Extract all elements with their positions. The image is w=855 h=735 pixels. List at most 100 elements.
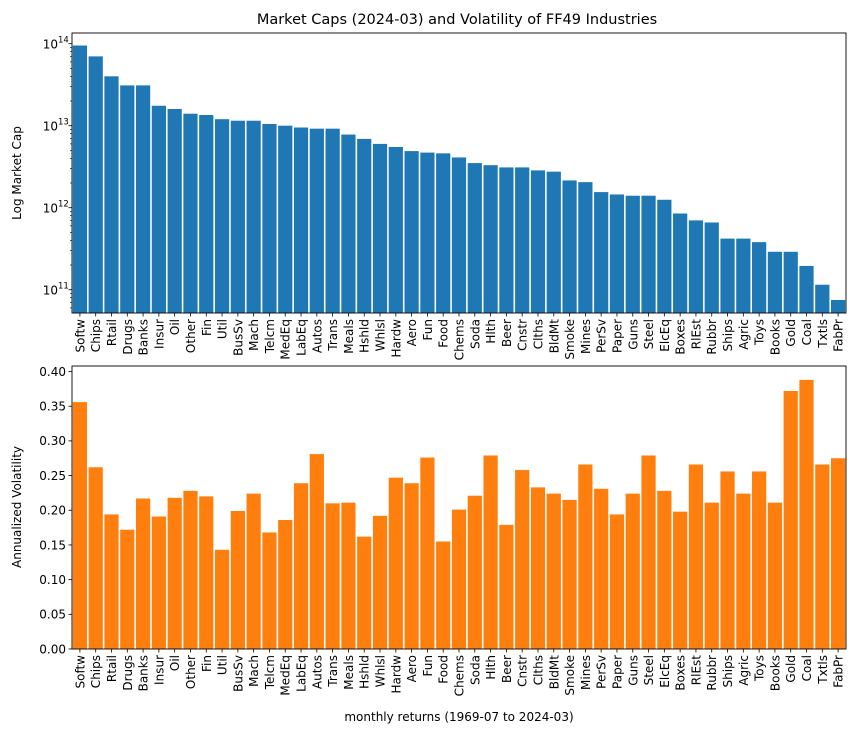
market-cap-bar bbox=[388, 146, 403, 313]
volatility-x-tick-label: Chems bbox=[453, 655, 467, 696]
volatility-bar bbox=[436, 541, 451, 649]
market-cap-y-tick-label: 10 bbox=[43, 120, 58, 134]
volatility-x-tick-label: Insur bbox=[152, 655, 166, 685]
volatility-bar bbox=[467, 495, 482, 649]
volatility-bar bbox=[420, 457, 435, 649]
market-cap-x-tick-label: Mines bbox=[579, 319, 593, 354]
market-cap-x-tick-label: MedEq bbox=[279, 319, 293, 360]
market-cap-bar bbox=[783, 251, 798, 313]
volatility-x-tick-label: Rtail bbox=[105, 655, 119, 682]
volatility-x-tick-label: Hardw bbox=[389, 655, 403, 694]
market-cap-x-tick-label: Meals bbox=[342, 319, 356, 354]
volatility-bar bbox=[120, 529, 135, 649]
volatility-bar bbox=[388, 477, 403, 649]
volatility-bar bbox=[88, 467, 103, 649]
volatility-bar bbox=[499, 524, 514, 649]
volatility-x-tick-label: Toys bbox=[753, 655, 767, 682]
volatility-bar bbox=[815, 464, 830, 649]
market-cap-x-tick-label: Drugs bbox=[121, 319, 135, 355]
volatility-bar bbox=[752, 471, 767, 649]
market-cap-bar bbox=[594, 192, 609, 313]
market-cap-bar bbox=[609, 194, 625, 313]
volatility-bar bbox=[341, 502, 356, 649]
market-cap-bar bbox=[546, 171, 561, 313]
market-cap-x-tick-label: Txtls bbox=[816, 319, 830, 349]
volatility-x-tick-label: Clths bbox=[531, 655, 545, 685]
volatility-chart: 0.00 0.05 0.10 0.15 0.20 0.25 0.30 0.35 0.40 Sof… bbox=[10, 365, 847, 724]
volatility-bar bbox=[625, 493, 640, 649]
market-cap-x-tick-label: Fin bbox=[200, 319, 214, 336]
market-cap-x-tick-label: BldMt bbox=[547, 319, 561, 354]
volatility-x-tick-label: Cnstr bbox=[516, 655, 530, 687]
volatility-x-tick-label: Steel bbox=[642, 655, 656, 685]
volatility-x-tick-label: Util bbox=[216, 655, 230, 675]
volatility-bar bbox=[404, 483, 419, 649]
volatility-bar bbox=[278, 519, 293, 649]
volatility-x-tick-label: RlEst bbox=[689, 655, 703, 686]
market-cap-bar bbox=[815, 284, 830, 313]
market-cap-x-tick-label: PerSv bbox=[595, 319, 609, 353]
volatility-x-tick-label: Food bbox=[437, 655, 451, 684]
market-cap-bar bbox=[625, 195, 640, 313]
market-cap-x-tick-label: Hlth bbox=[484, 319, 498, 344]
market-cap-bar bbox=[704, 222, 719, 313]
market-cap-bar bbox=[151, 105, 166, 313]
volatility-bar bbox=[483, 455, 498, 649]
volatility-x-tick-label: Beer bbox=[500, 655, 514, 683]
volatility-y-tick-label: 0.10 bbox=[39, 573, 66, 587]
volatility-bar bbox=[578, 464, 593, 649]
market-cap-bar bbox=[183, 113, 198, 314]
market-cap-bar bbox=[135, 85, 151, 314]
volatility-x-tick-label: Mach bbox=[247, 655, 261, 687]
volatility-y-tick-label: 0.20 bbox=[39, 504, 66, 518]
market-cap-x-tick-label: Util bbox=[216, 319, 230, 339]
market-cap-bar bbox=[246, 120, 261, 313]
volatility-x-tick-label: Banks bbox=[137, 655, 151, 691]
market-cap-bar bbox=[657, 199, 672, 313]
volatility-bar bbox=[230, 510, 245, 649]
volatility-x-tick-label: Chips bbox=[89, 655, 103, 688]
market-cap-bar bbox=[578, 182, 593, 313]
volatility-x-tick-label: Other bbox=[184, 655, 198, 689]
volatility-x-tick-label: Soda bbox=[468, 655, 482, 685]
volatility-x-tick-label: ElcEq bbox=[658, 655, 672, 688]
market-cap-x-tick-label: Rtail bbox=[105, 319, 119, 346]
market-cap-x-axis: Softw Chips Rtail Drugs Banks Insur Oil Other Fi… bbox=[73, 313, 846, 360]
market-cap-y-tick-exponent: 14 bbox=[58, 36, 69, 46]
market-cap-y-tick-exponent: 13 bbox=[58, 118, 69, 128]
market-cap-x-tick-label: Chems bbox=[453, 319, 467, 360]
volatility-x-tick-label: MedEq bbox=[279, 655, 293, 696]
market-cap-x-tick-label: Rubbr bbox=[705, 319, 719, 355]
volatility-x-tick-label: BldMt bbox=[547, 655, 561, 690]
market-cap-x-tick-label: Chips bbox=[89, 319, 103, 352]
market-cap-x-tick-label: Toys bbox=[753, 319, 767, 346]
market-cap-x-tick-label: Soda bbox=[468, 319, 482, 349]
volatility-bar bbox=[673, 511, 688, 649]
volatility-bar bbox=[183, 490, 198, 649]
market-cap-x-tick-label: Paper bbox=[610, 319, 624, 353]
volatility-bar bbox=[72, 402, 88, 649]
market-cap-x-tick-label: Agric bbox=[737, 319, 751, 350]
volatility-bar bbox=[167, 497, 182, 649]
volatility-bar bbox=[720, 471, 735, 649]
market-cap-x-tick-label: Softw bbox=[73, 319, 87, 353]
market-cap-x-tick-label: Steel bbox=[642, 319, 656, 349]
market-cap-x-tick-label: Cnstr bbox=[516, 319, 530, 351]
volatility-bar bbox=[214, 549, 230, 649]
volatility-bar bbox=[372, 515, 388, 649]
market-cap-bar bbox=[641, 195, 656, 313]
volatility-bar bbox=[309, 454, 324, 649]
market-cap-bar bbox=[530, 170, 546, 313]
market-cap-x-tick-label: Aero bbox=[405, 319, 419, 346]
market-cap-bar bbox=[483, 165, 498, 313]
market-cap-bar bbox=[262, 123, 277, 314]
market-cap-bar bbox=[357, 138, 372, 313]
volatility-bar bbox=[688, 464, 704, 649]
market-cap-x-tick-label: Other bbox=[184, 319, 198, 353]
market-cap-x-tick-label: Guns bbox=[626, 319, 640, 350]
market-cap-bar bbox=[767, 251, 783, 313]
volatility-x-tick-label: Paper bbox=[610, 655, 624, 689]
volatility-x-tick-label: Fin bbox=[200, 655, 214, 672]
volatility-bar bbox=[104, 514, 119, 649]
